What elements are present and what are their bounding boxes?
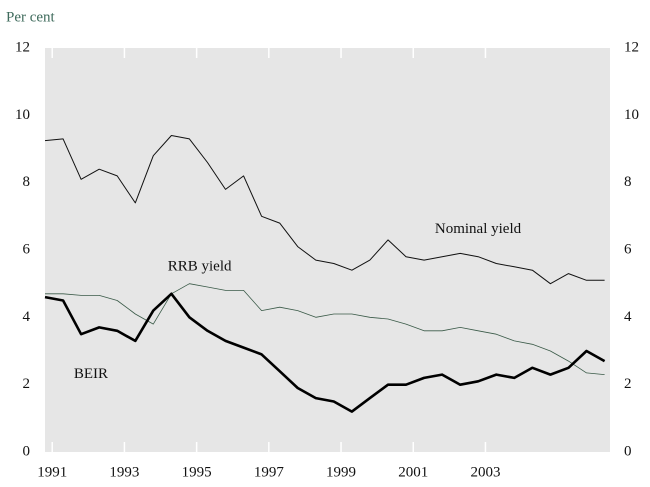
- x-tick-label: 1993: [109, 464, 139, 480]
- y-tick-label: 8: [23, 174, 31, 190]
- y2-tick-label: 6: [624, 241, 632, 257]
- y2-tick-label: 4: [624, 309, 632, 325]
- y-tick-label: 10: [15, 107, 30, 123]
- plot-area: [45, 48, 610, 452]
- y2-tick-label: 10: [624, 107, 639, 123]
- y2-tick-label: 8: [624, 174, 632, 190]
- y2-tick-label: 0: [624, 443, 632, 459]
- y2-tick-label: 2: [624, 376, 632, 392]
- y-axis-title: Per cent: [6, 9, 56, 25]
- series-line: [45, 283, 605, 375]
- x-tick-label: 1991: [37, 464, 67, 480]
- y-tick-label: 2: [23, 376, 31, 392]
- y-tick-label: 6: [23, 241, 31, 257]
- y-tick-label: 4: [23, 309, 31, 325]
- series-label: Nominal yield: [435, 221, 522, 237]
- x-tick-label: 1995: [182, 464, 212, 480]
- x-tick-label: 1999: [326, 464, 356, 480]
- x-tick-label: 1997: [254, 464, 285, 480]
- series-label: RRB yield: [168, 258, 232, 274]
- y-tick-label: 0: [23, 443, 31, 459]
- x-tick-label: 2001: [398, 464, 428, 480]
- y-tick-label: 12: [15, 39, 30, 55]
- x-tick-label: 2003: [470, 464, 500, 480]
- series-line: [44, 135, 605, 285]
- series-label: BEIR: [74, 366, 108, 382]
- y2-tick-label: 12: [624, 39, 639, 55]
- series-line: [44, 292, 606, 413]
